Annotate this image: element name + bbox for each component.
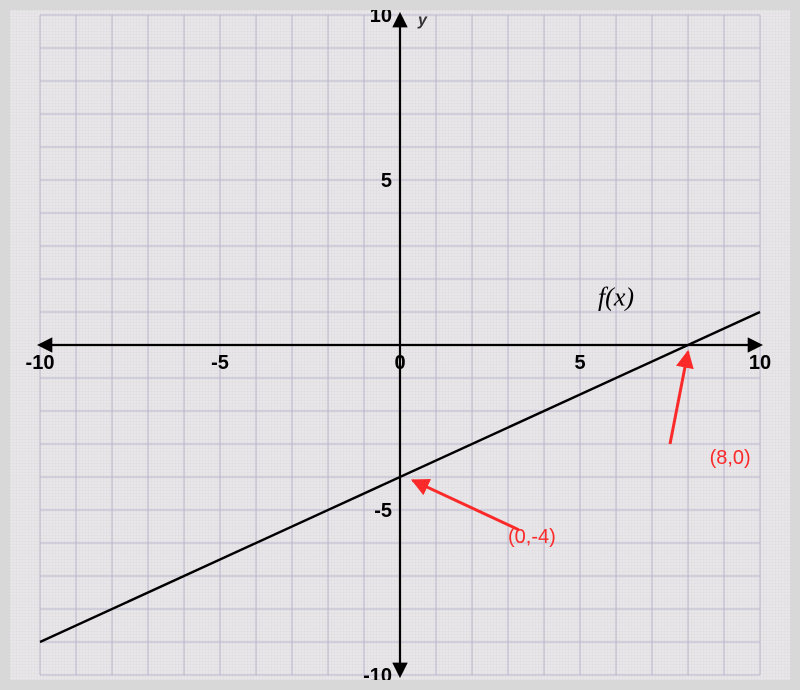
x-tick-label: 10 xyxy=(749,352,771,374)
x-tick-label: 5 xyxy=(574,352,585,374)
x-tick-label: -5 xyxy=(211,352,229,374)
annotation-label: (8,0) xyxy=(710,447,751,469)
y-tick-label: -10 xyxy=(363,665,392,680)
graph-svg: -10 -5 0 5 10 10 5 -5 -10 y f(x) (8,0) (0,-4) xyxy=(10,10,790,680)
y-axis-symbol: y xyxy=(417,12,428,29)
y-tick-label: 5 xyxy=(381,170,392,192)
y-tick-label: -5 xyxy=(374,500,392,522)
x-tick-label: 0 xyxy=(394,352,405,374)
graph-container: -10 -5 0 5 10 10 5 -5 -10 y f(x) (8,0) (0,-4) xyxy=(10,10,790,680)
x-tick-label: -10 xyxy=(26,352,55,374)
y-tick-label: 10 xyxy=(370,10,392,27)
annotation-label: (0,-4) xyxy=(508,526,556,548)
function-label: f(x) xyxy=(598,282,634,311)
